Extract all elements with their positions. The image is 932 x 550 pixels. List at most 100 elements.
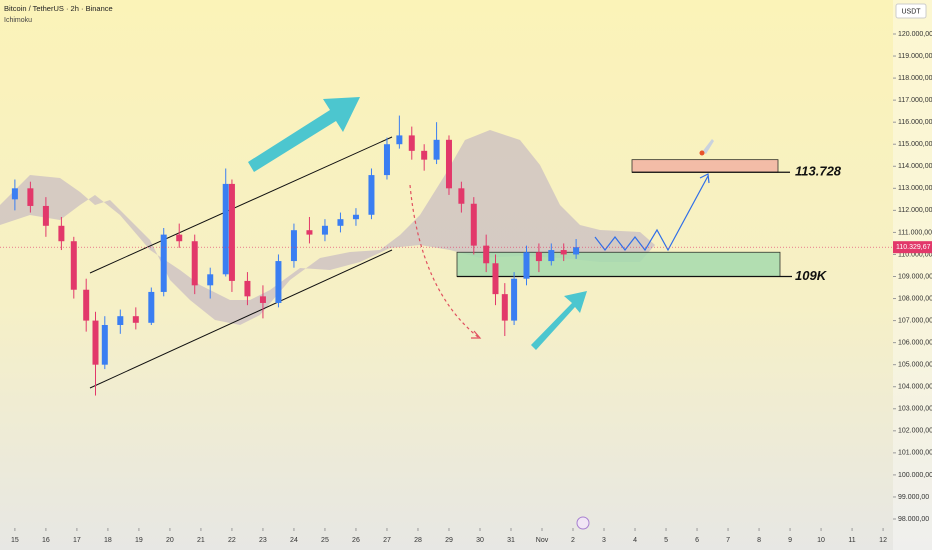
candle-body — [11, 188, 18, 200]
candle-body — [470, 203, 477, 246]
x-tick-label: 9 — [788, 537, 792, 544]
candle-body — [244, 280, 251, 297]
candle-body — [176, 234, 183, 242]
x-tick-label: 19 — [135, 537, 143, 544]
x-tick-label: 2 — [571, 537, 575, 544]
arrow-head — [471, 330, 482, 339]
candle-body — [306, 230, 313, 235]
x-tick-label: 24 — [290, 537, 298, 544]
annotation: 109K — [795, 268, 828, 283]
x-tick-label: 18 — [104, 537, 112, 544]
y-tick-label: 113.000,00 — [898, 185, 932, 192]
y-tick-label: 98.000,00 — [898, 516, 929, 523]
currency-box — [895, 3, 927, 19]
candle-body — [290, 230, 297, 262]
candle-body — [191, 241, 198, 286]
arrow-up — [531, 291, 587, 350]
candle-body — [396, 135, 403, 145]
x-tick-label: 25 — [321, 537, 329, 544]
y-tick-label: 101.000,00 — [898, 450, 932, 457]
candle-body — [458, 188, 465, 204]
y-tick-label: 116.000,00 — [898, 119, 932, 126]
x-tick-label: 15 — [11, 537, 19, 544]
candle-body — [92, 320, 99, 365]
price-axis — [893, 0, 932, 550]
y-tick-label: 120.000,00 — [898, 31, 932, 38]
y-tick-label: 114.000,00 — [898, 163, 932, 170]
x-tick-label: 3 — [602, 537, 606, 544]
annotation: 113.728 — [795, 164, 842, 179]
candle-body — [337, 219, 344, 226]
x-tick-label: 10 — [817, 537, 825, 544]
arrow-up — [248, 97, 360, 172]
x-tick-label: 20 — [166, 537, 174, 544]
projection-arrow — [699, 173, 710, 184]
candle-body — [160, 234, 167, 292]
y-tick-label: 110.000,00 — [898, 251, 932, 258]
candle-body — [368, 175, 375, 215]
y-tick-label: 118.000,00 — [898, 75, 932, 82]
candle-body — [511, 278, 518, 321]
x-tick-label: 31 — [507, 537, 515, 544]
candle-body — [445, 139, 452, 189]
ichimoku-cloud — [0, 130, 655, 325]
y-tick-label: 107.000,00 — [898, 317, 932, 324]
x-tick-label: 8 — [757, 537, 761, 544]
y-tick-label: 109.000,00 — [898, 273, 932, 280]
candle-body — [259, 296, 266, 303]
x-tick-label: 12 — [879, 537, 887, 544]
chart-title: Bitcoin / TetherUS · 2h · Binance — [4, 4, 113, 13]
candle-body — [523, 252, 530, 279]
channel-upper — [89, 136, 393, 274]
y-tick-label: 108.000,00 — [898, 295, 932, 302]
candle-body — [132, 316, 139, 323]
arrow-dotted — [409, 184, 479, 338]
event-icon — [576, 516, 590, 530]
price-zone — [456, 251, 781, 277]
y-tick-label: 112.000,00 — [898, 207, 932, 214]
last-price-label: 110.329,67 — [896, 244, 931, 251]
last-price-box — [893, 241, 932, 254]
x-tick-label: 27 — [383, 537, 391, 544]
y-tick-label: 117.000,00 — [898, 97, 932, 104]
candle-body — [207, 274, 214, 286]
channel-lower — [89, 249, 393, 389]
candle-body — [483, 245, 490, 264]
candle-body — [421, 150, 428, 160]
candle-body — [70, 241, 77, 290]
candle-body — [275, 261, 282, 303]
x-tick-label: 17 — [73, 537, 81, 544]
candle-body — [492, 263, 499, 295]
x-tick-label: 29 — [445, 537, 453, 544]
candle-body — [535, 252, 542, 262]
y-tick-label: 104.000,00 — [898, 384, 932, 391]
y-tick-label: 111.000,00 — [898, 229, 932, 236]
candle-body — [560, 250, 567, 255]
x-tick-label: 6 — [695, 537, 699, 544]
x-tick-label: 21 — [197, 537, 205, 544]
x-tick-label: 4 — [633, 537, 637, 544]
x-tick-label: 30 — [476, 537, 484, 544]
candle-body — [501, 294, 508, 321]
candle-body — [228, 183, 235, 281]
y-tick-label: 106.000,00 — [898, 339, 932, 346]
x-tick-label: 28 — [414, 537, 422, 544]
indicator-label: Ichimoku — [4, 17, 32, 24]
candle-body — [433, 139, 440, 160]
x-tick-label: 5 — [664, 537, 668, 544]
x-tick-label: 7 — [726, 537, 730, 544]
x-tick-label: 26 — [352, 537, 360, 544]
candle-body — [83, 289, 90, 321]
y-tick-label: 102.000,00 — [898, 428, 932, 435]
candle-body — [383, 144, 390, 176]
y-tick-label: 119.000,00 — [898, 53, 932, 60]
candle-body — [222, 183, 229, 275]
x-tick-label: 22 — [228, 537, 236, 544]
x-tick-label: 11 — [848, 537, 855, 544]
price-zone — [631, 159, 779, 173]
projection-path — [594, 175, 709, 252]
y-tick-label: 115.000,00 — [898, 141, 932, 148]
candle-body — [321, 225, 328, 235]
candle-body — [27, 188, 34, 206]
candle-body — [148, 291, 155, 323]
